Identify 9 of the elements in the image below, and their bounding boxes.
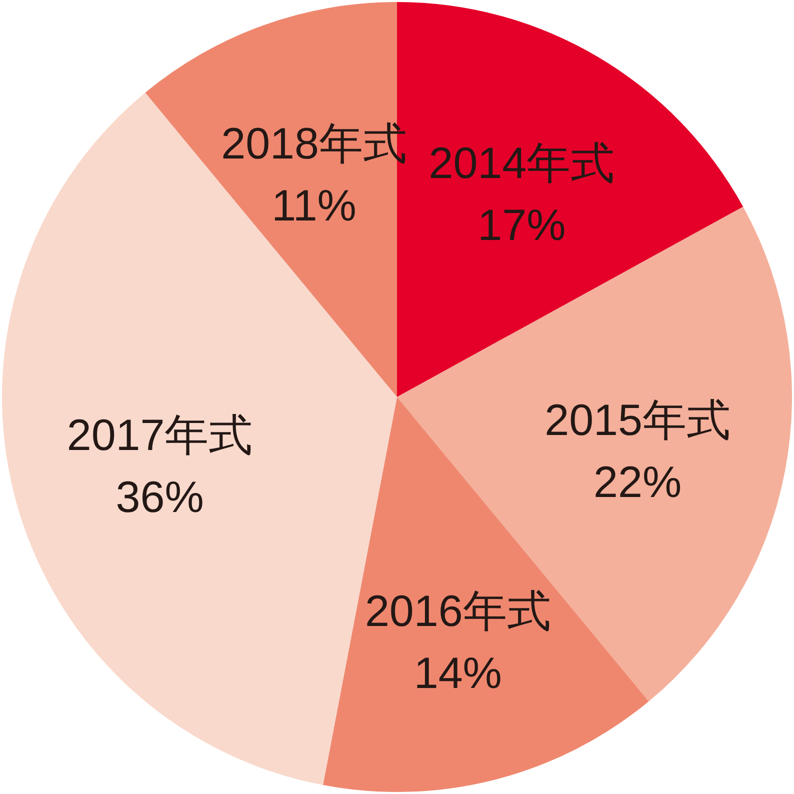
slice-label: 2016年式 [364,587,551,636]
data-label: 36% [116,472,204,522]
slice-label: 2017年式 [66,410,253,460]
data-label: 22% [594,458,682,507]
slice-label: 2014年式 [428,139,615,188]
slice-label: 2015年式 [544,396,731,445]
data-label: 14% [414,649,502,698]
data-label: 17% [478,201,566,250]
data-label: 11% [272,182,356,231]
